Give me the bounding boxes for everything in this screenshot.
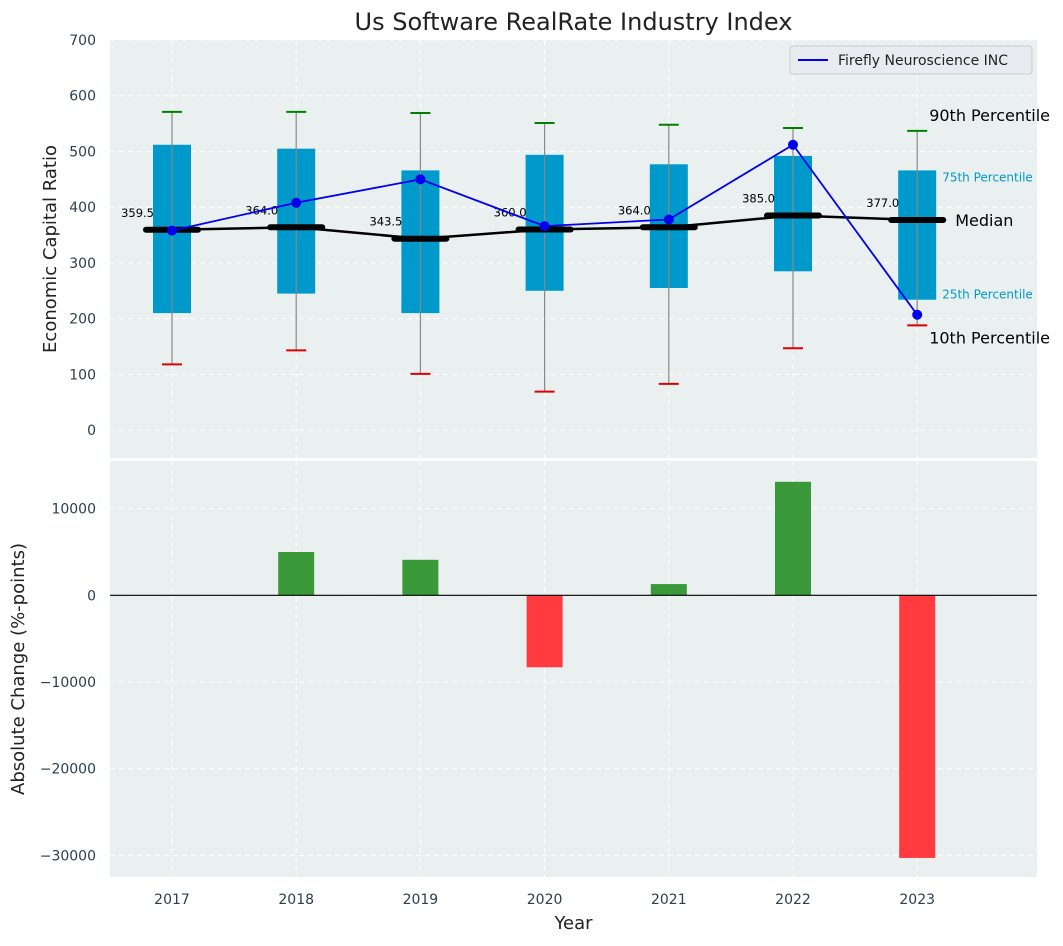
top-y-tick-label: 400 (69, 200, 96, 216)
company-point-2022 (788, 139, 798, 150)
x-axis-label: Year (553, 913, 593, 934)
legend-label: Firefly Neuroscience INC (838, 53, 1008, 69)
median-value-label: 343.5 (369, 215, 402, 229)
change-bar-2019 (402, 559, 439, 596)
legend-box (789, 45, 1033, 75)
top-plot-area (110, 40, 1037, 458)
annotation-90th-percentile: 90th Percentile (929, 106, 1050, 125)
annotation-75th-percentile: 75th Percentile (942, 170, 1033, 184)
change-bar-2018 (278, 552, 315, 596)
top-y-tick-label: 0 (87, 423, 96, 439)
company-point-2020 (539, 221, 550, 232)
bottom-plot-area (110, 461, 1037, 877)
change-bar-2020 (526, 595, 563, 668)
x-tick-label: 2022 (775, 892, 811, 908)
median-value-label: 377.0 (866, 196, 899, 210)
x-tick-label: 2023 (899, 892, 935, 908)
company-point-2023 (912, 309, 923, 320)
top-y-axis-label: Economic Capital Ratio (40, 145, 61, 353)
top-y-tick-label: 600 (69, 89, 96, 105)
median-value-label: 385.0 (742, 192, 775, 206)
x-tick-label: 2019 (403, 892, 439, 908)
top-y-tick-label: 300 (69, 256, 96, 272)
x-tick-label: 2018 (278, 892, 314, 908)
legend: Firefly Neuroscience INC (789, 45, 1033, 75)
x-tick-label: 2017 (154, 892, 190, 908)
bottom-y-tick-label: −20000 (40, 762, 96, 778)
annotation-25th-percentile: 25th Percentile (942, 288, 1033, 302)
annotation-median: Median (955, 211, 1013, 230)
chart-title: Us Software RealRate Industry Index (355, 8, 793, 36)
bottom-y-tick-label: −30000 (40, 848, 96, 864)
top-y-tick-label: 700 (69, 33, 96, 49)
bottom-y-tick-label: 10000 (51, 502, 96, 518)
bottom-y-tick-label: −10000 (40, 675, 96, 691)
company-point-2021 (663, 214, 674, 225)
top-y-tick-label: 100 (69, 367, 96, 383)
top-y-tick-label: 500 (69, 144, 96, 160)
top-y-tick-label: 200 (69, 312, 96, 328)
change-bar-2023 (899, 595, 936, 858)
x-tick-label: 2021 (651, 892, 687, 908)
median-value-label: 359.5 (121, 206, 154, 220)
annotation-10th-percentile: 10th Percentile (929, 328, 1050, 347)
median-value-label: 364.0 (618, 203, 651, 217)
change-bar-2021 (650, 584, 687, 596)
company-point-2019 (415, 174, 426, 185)
company-point-2017 (167, 225, 177, 236)
bottom-y-axis-label: Absolute Change (%-points) (8, 543, 29, 795)
company-point-2018 (291, 197, 302, 208)
change-bar-2022 (775, 481, 811, 596)
x-tick-label: 2020 (527, 892, 563, 908)
bottom-y-tick-label: 0 (87, 588, 96, 604)
